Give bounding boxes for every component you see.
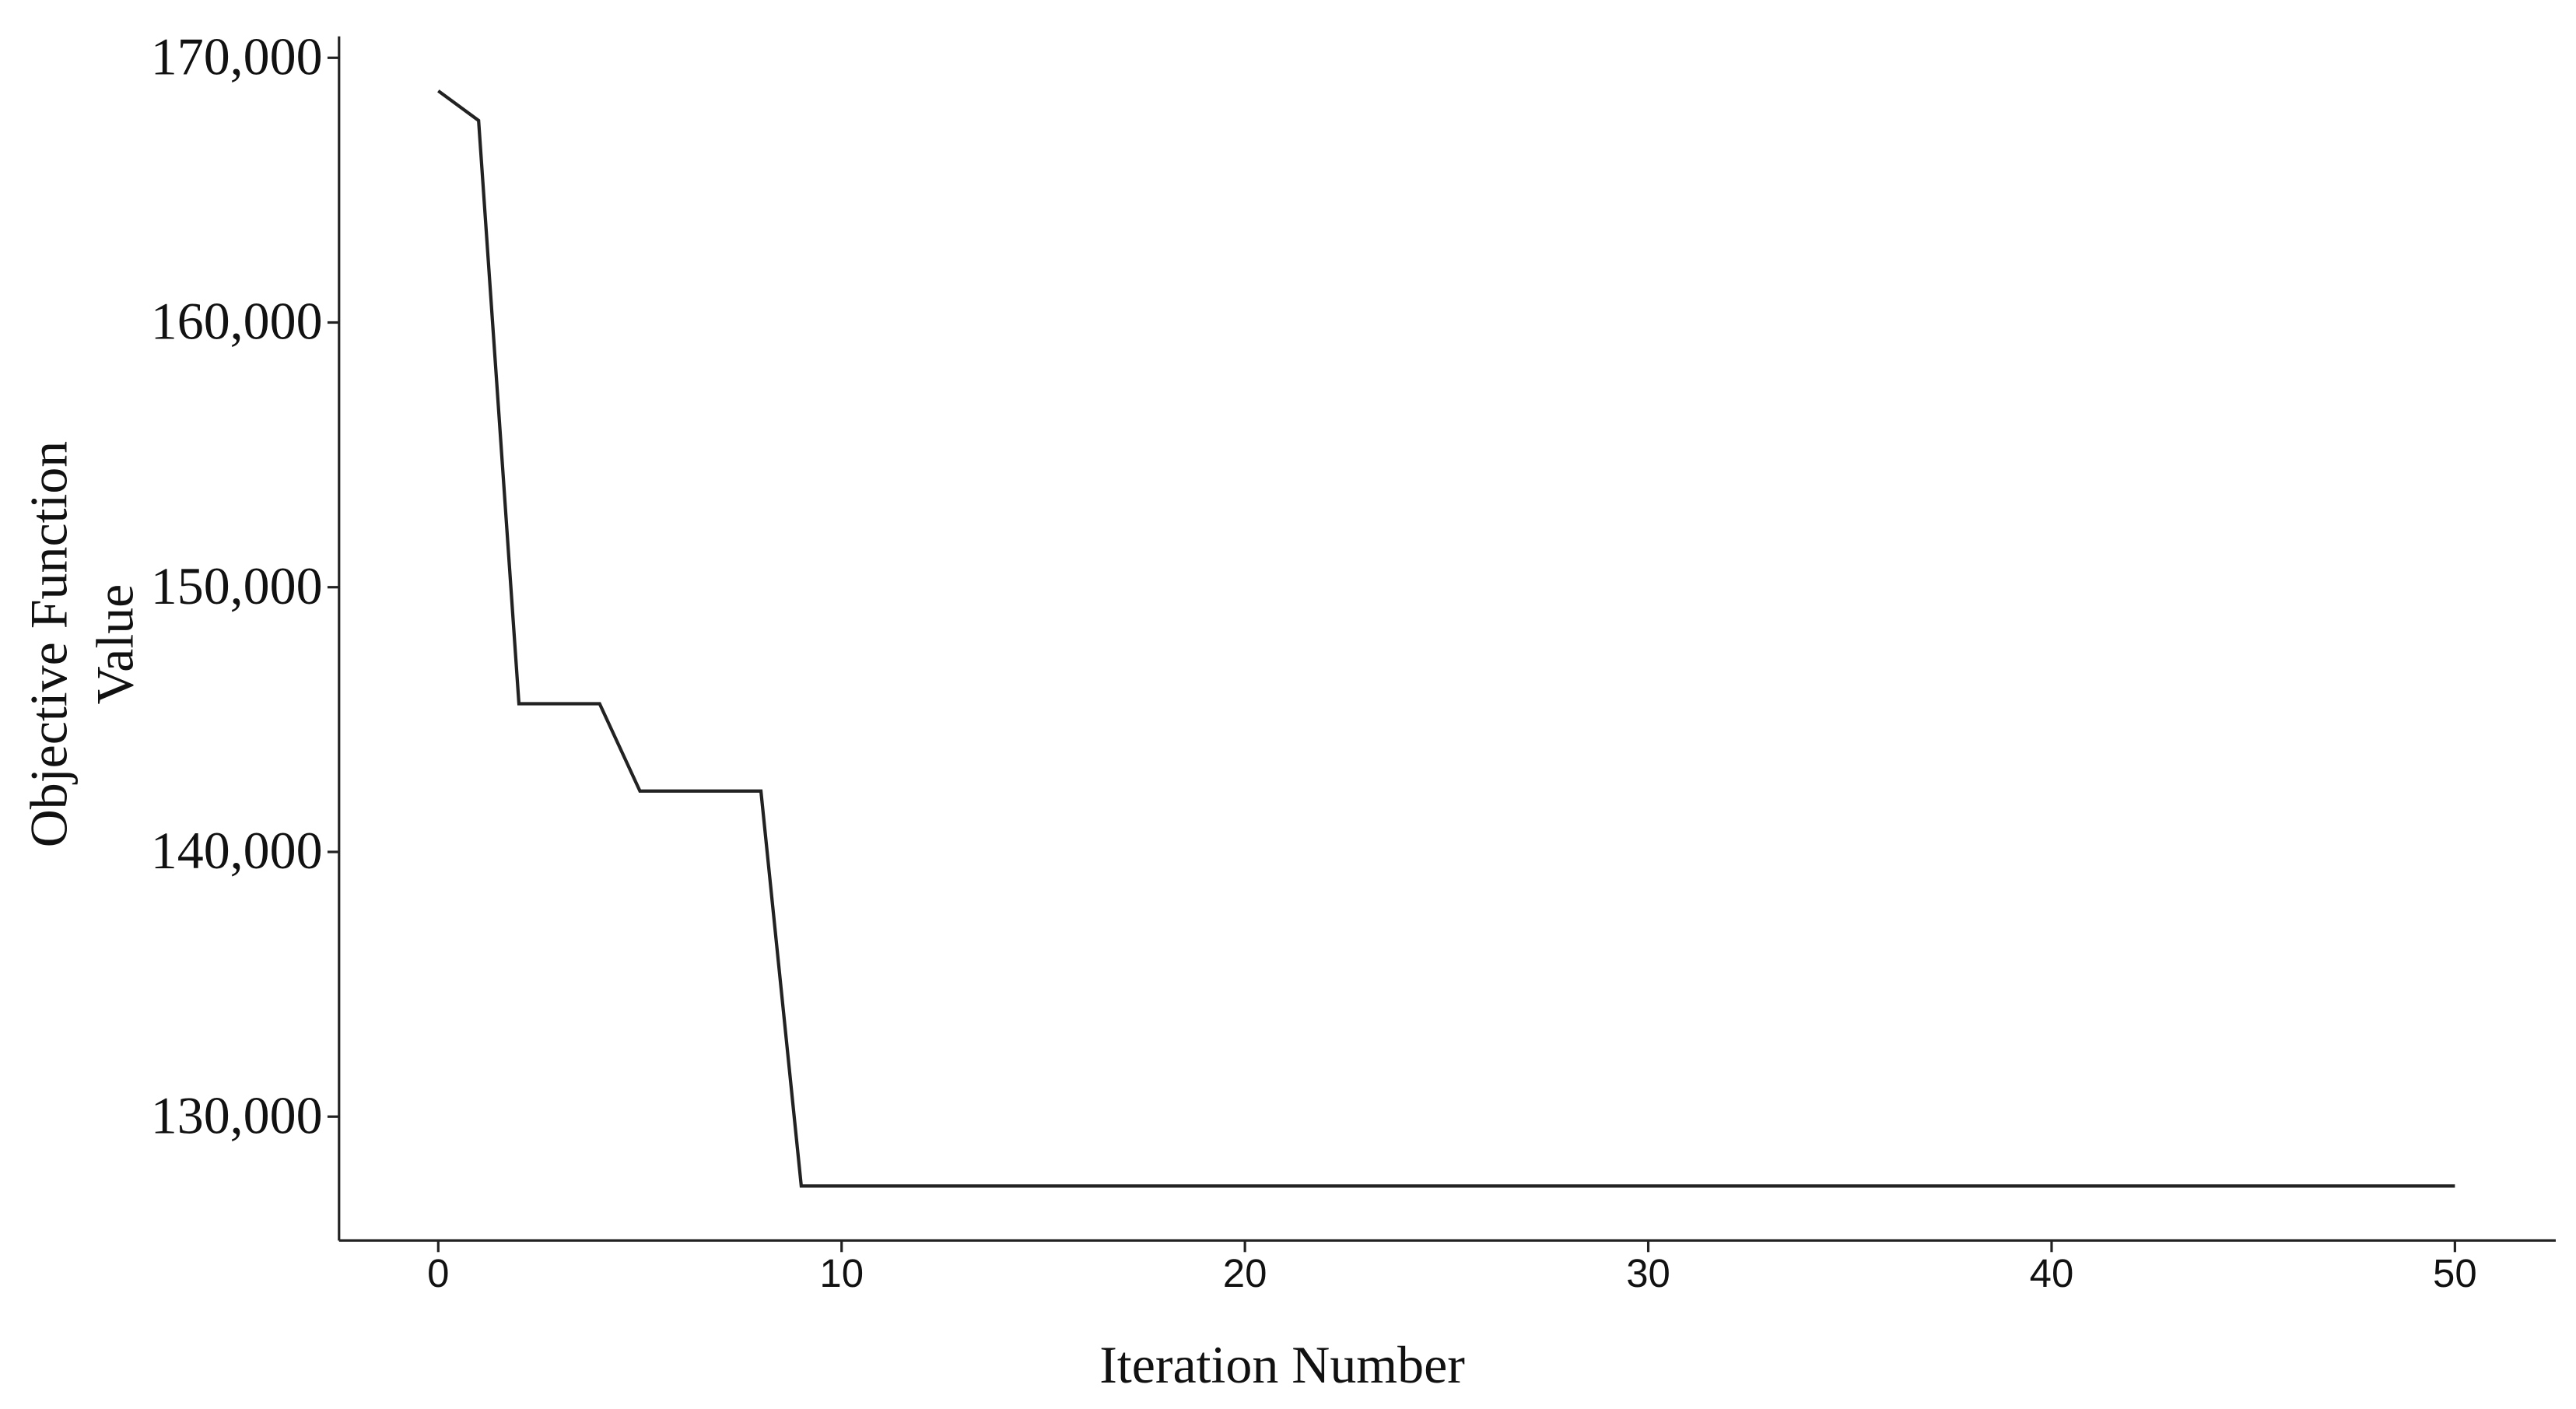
x-tick-label: 0 <box>427 1251 449 1295</box>
data-line <box>437 89 2455 1188</box>
y-tick-label: 130,000 <box>151 1085 323 1144</box>
y-tick-label: 150,000 <box>151 556 323 615</box>
x-tick-label: 10 <box>819 1251 864 1295</box>
x-tick-label: 50 <box>2433 1251 2477 1295</box>
y-tick-label: 170,000 <box>151 26 323 86</box>
x-axis-label: Iteration Number <box>1099 1335 1465 1394</box>
y-tick-label: 160,000 <box>151 292 323 351</box>
y-axis-label: Value <box>85 584 144 705</box>
y-axis-label: Objective Function <box>19 441 78 848</box>
x-tick-label: 30 <box>1626 1251 1670 1295</box>
x-tick-label: 20 <box>1223 1251 1267 1295</box>
x-tick-label: 40 <box>2030 1251 2074 1295</box>
y-tick-label: 140,000 <box>151 821 323 880</box>
